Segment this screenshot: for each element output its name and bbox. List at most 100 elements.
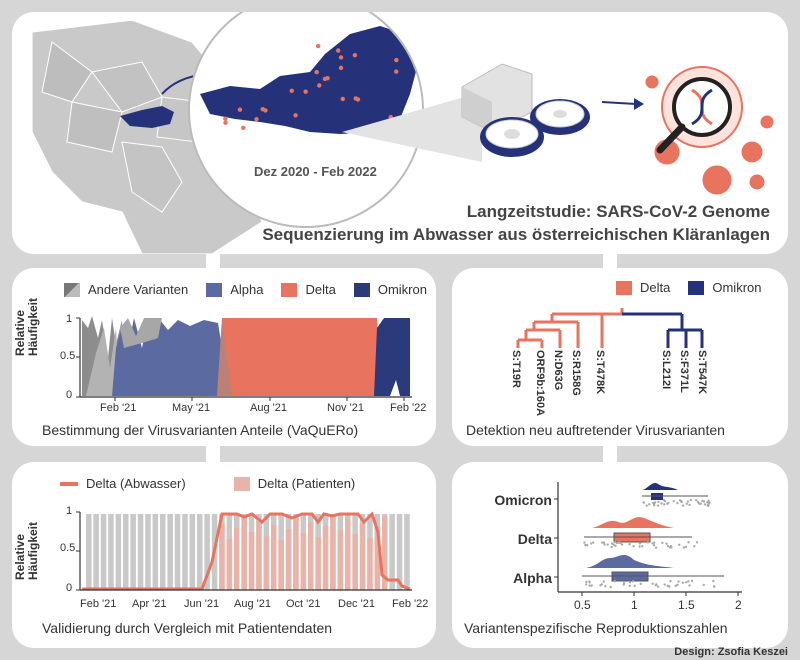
observation-point: [685, 581, 688, 584]
observation-point: [638, 542, 642, 545]
main-title-line2: Sequenzierung im Abwasser aus österreich…: [262, 225, 770, 244]
observation-point: [588, 584, 591, 587]
observation-point: [588, 580, 591, 583]
virus-magnifier-icon: [645, 66, 774, 195]
observation-point: [602, 541, 606, 544]
patient-bar-bg: [145, 514, 151, 590]
plant-dot: [254, 116, 259, 122]
observation-point: [585, 580, 588, 584]
patient-bar-bg: [137, 514, 144, 590]
mutation-label-delta: S:T478K: [594, 350, 606, 395]
observation-point: [656, 585, 660, 588]
observation-point: [695, 541, 699, 544]
mutation-label-omicron: S:L212I: [660, 350, 672, 390]
observation-point: [697, 502, 701, 505]
observation-point: [628, 584, 632, 588]
plant-dot: [338, 55, 344, 60]
observation-point: [614, 544, 617, 548]
patient-bar-bg: [86, 514, 92, 590]
plant-dot: [223, 116, 228, 121]
patient-bar-bg: [197, 514, 203, 590]
ytick: 0.5: [60, 350, 76, 362]
zoom-circle: [188, 12, 424, 228]
patient-bar: [359, 523, 366, 590]
variant-label-delta: Delta: [517, 531, 552, 547]
observation-point: [688, 503, 691, 507]
patient-bar: [322, 526, 329, 590]
variants-panel: Andere Varianten Alpha Delta Omikron Rel…: [12, 268, 436, 446]
observation-point: [707, 499, 710, 502]
observation-point: [641, 545, 644, 548]
legend-label-patients: Delta (Patienten): [257, 476, 356, 491]
ytick: 0.5: [60, 542, 76, 554]
observation-point: [678, 543, 681, 546]
reproduction-caption: Variantenspezifische Reproduktionszahlen: [464, 620, 728, 636]
patient-bar: [234, 528, 240, 590]
observation-point: [708, 501, 711, 505]
patient-bar: [219, 524, 225, 590]
patient-bar: [248, 532, 255, 590]
legend-label-wastewater: Delta (Abwasser): [86, 476, 186, 491]
patient-bar-bg: [108, 514, 114, 590]
observation-point: [660, 502, 663, 505]
plant-dot: [394, 57, 399, 63]
variants-chart: [76, 316, 412, 401]
legend-swatch-other: [64, 282, 80, 297]
observation-point: [652, 541, 656, 544]
validation-chart: [76, 511, 412, 591]
observation-point: [622, 581, 626, 585]
validation-caption: Validierung durch Vergleich mit Patiente…: [42, 620, 333, 636]
patient-bar: [285, 529, 292, 590]
observation-point: [653, 501, 657, 504]
patient-bar-bg: [167, 514, 173, 590]
legend-swatch-delta: [281, 282, 298, 297]
plant-dot: [394, 69, 399, 74]
observation-point: [706, 501, 709, 504]
mutation-label-delta: S:R158G: [570, 350, 582, 396]
reproduction-chart: [554, 482, 742, 596]
xtick: 1.5: [678, 598, 695, 612]
xtick: Nov '21: [327, 402, 364, 414]
patient-bar-bg: [152, 514, 159, 590]
observation-point: [652, 501, 655, 505]
patient-bar: [278, 540, 284, 590]
mutation-label-delta: N:D63G: [552, 350, 564, 391]
plant-dot: [352, 53, 358, 58]
xtick: Jun '21: [184, 598, 220, 610]
observation-point: [666, 584, 669, 588]
legend-label-delta: Delta: [305, 282, 336, 297]
observation-point: [639, 582, 642, 586]
observation-point: [632, 544, 635, 548]
observation-point: [585, 543, 589, 547]
observation-point: [604, 585, 607, 588]
observation-point: [662, 498, 666, 502]
patient-bar-bg: [115, 514, 122, 590]
observation-point: [657, 500, 660, 504]
patient-bar: [352, 534, 358, 590]
observation-point: [685, 502, 688, 505]
patient-bar-bg: [93, 514, 99, 590]
plant-dot: [223, 120, 228, 125]
observation-point: [603, 543, 606, 546]
plant-dot: [303, 89, 308, 94]
patient-bar: [308, 522, 314, 590]
ytick: 0: [66, 582, 73, 594]
observation-point: [680, 500, 683, 504]
plant-dot: [325, 75, 330, 81]
ytick: 0: [66, 389, 73, 401]
patient-bar: [374, 527, 381, 590]
patient-bar-bg: [189, 514, 196, 590]
treatment-plant-icon: [461, 63, 644, 157]
observation-point: [618, 541, 621, 544]
xtick: Feb '22: [390, 402, 427, 414]
observation-point: [703, 503, 707, 506]
variants-legend: Andere Varianten Alpha Delta Omikron: [64, 282, 427, 297]
legend-swatch-wastewater: [60, 481, 78, 486]
patient-bar-bg: [123, 514, 129, 590]
patient-bar: [300, 533, 307, 590]
design-credit: Design: Zsofia Keszei: [674, 646, 788, 658]
observation-point: [666, 502, 669, 506]
observation-point: [682, 546, 686, 549]
observation-point: [702, 500, 705, 503]
observation-point: [666, 544, 670, 548]
